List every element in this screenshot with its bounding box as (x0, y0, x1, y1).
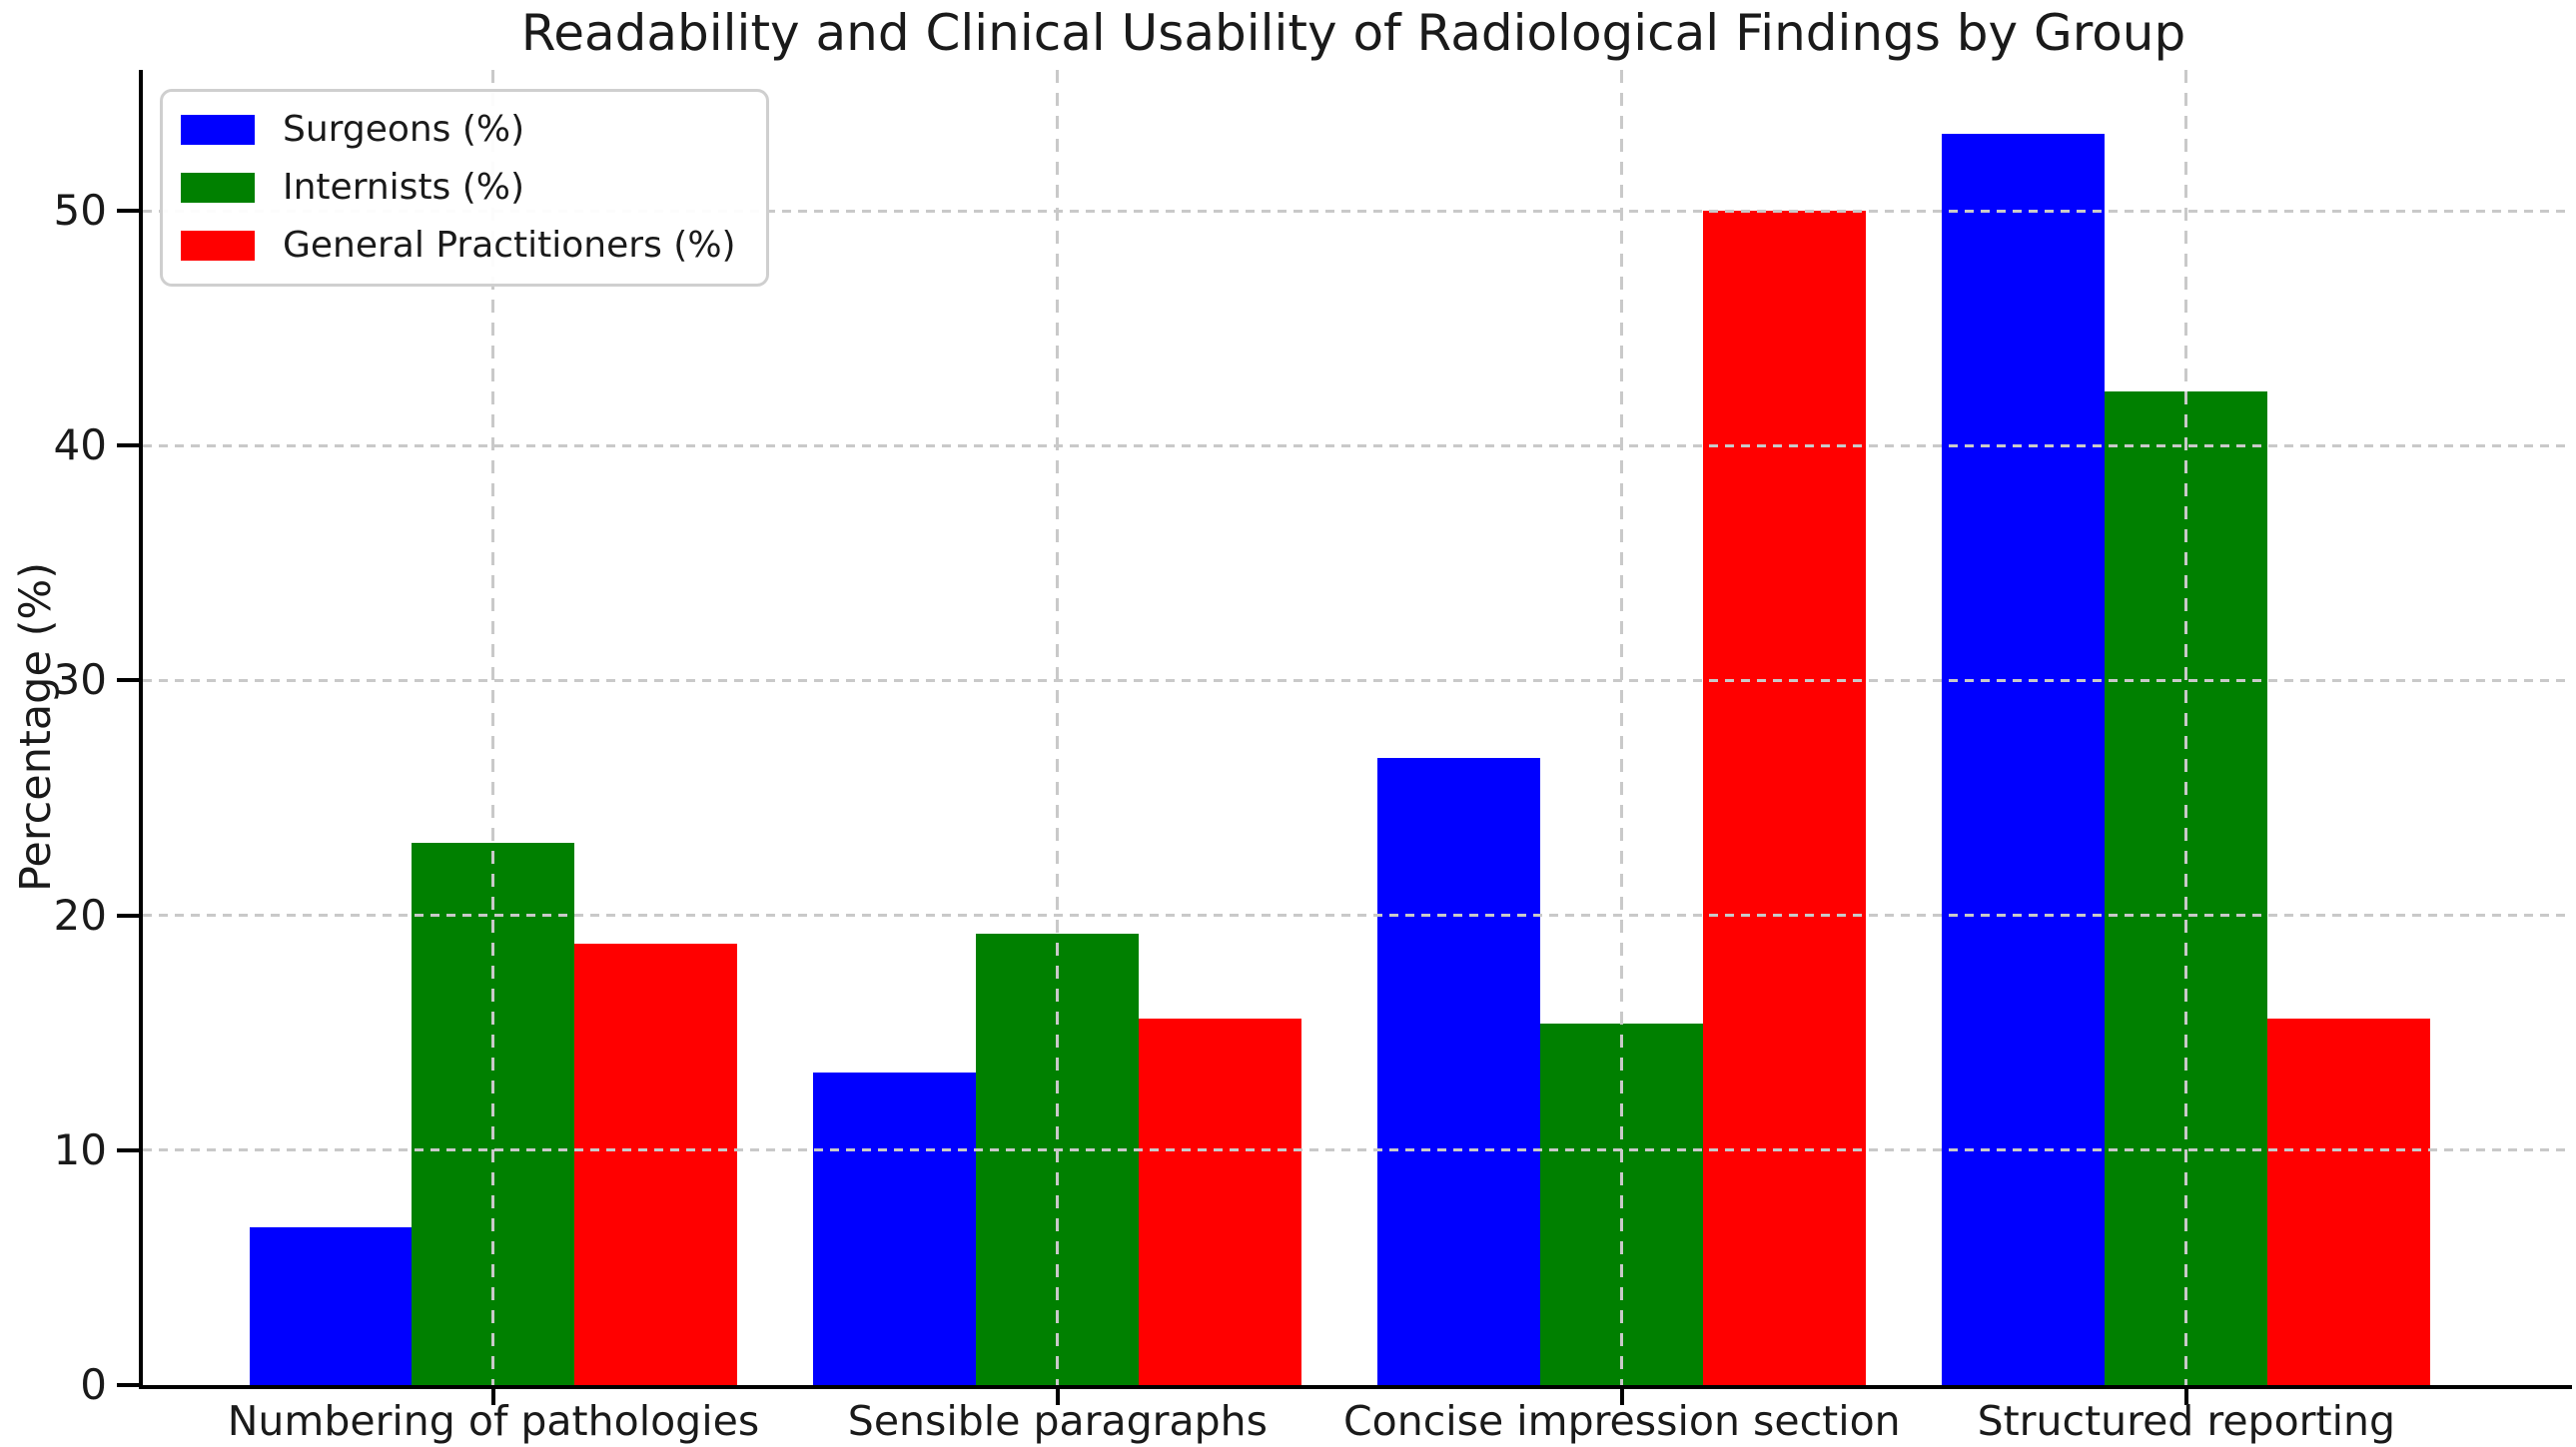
y-tick-label-0: 0 (80, 1360, 107, 1409)
x-tick-label-concise-impression-section: Concise impression section (1343, 1397, 1901, 1445)
x-tick-label-numbering-of-pathologies: Numbering of pathologies (227, 1397, 760, 1445)
legend-row-internists: Internists (%) (181, 164, 736, 212)
y-tick-10 (117, 1147, 139, 1152)
bar-group-structured-reporting (1942, 70, 2431, 1385)
bar-surgeons-numbering-of-pathologies (249, 1227, 413, 1385)
y-tick-label-20: 20 (53, 890, 107, 940)
legend-label-surgeons: Surgeons (%) (283, 109, 525, 150)
bar-internists-structured-reporting (2105, 391, 2268, 1385)
x-tick-label-structured-reporting: Structured reporting (1977, 1397, 2395, 1445)
x-tick-numbering-of-pathologies (490, 1389, 495, 1405)
y-tick-30 (117, 678, 139, 683)
bar-internists-concise-impression-section (1540, 1023, 1704, 1385)
bar-internists-sensible-paragraphs (976, 934, 1140, 1385)
y-tick-label-30: 30 (53, 655, 107, 705)
legend-label-internists: Internists (%) (283, 167, 525, 208)
y-tick-40 (117, 443, 139, 448)
y-tick-20 (117, 913, 139, 918)
bar-surgeons-structured-reporting (1942, 133, 2106, 1385)
bar-general-practitioners-numbering-of-pathologies (574, 943, 738, 1385)
bar-internists-numbering-of-pathologies (412, 842, 575, 1385)
bar-general-practitioners-structured-reporting (2267, 1019, 2431, 1385)
y-tick-label-10: 10 (53, 1124, 107, 1174)
legend-row-general-practitioners: General Practitioners (%) (181, 222, 736, 270)
x-tick-concise-impression-section (1619, 1389, 1624, 1405)
legend-row-surgeons: Surgeons (%) (181, 106, 736, 154)
legend-swatch-general-practitioners (181, 231, 255, 261)
bar-surgeons-sensible-paragraphs (813, 1073, 977, 1385)
legend-swatch-internists (181, 173, 255, 203)
y-tick-0 (117, 1383, 139, 1387)
chart-title: Readability and Clinical Usability of Ra… (520, 4, 2186, 62)
y-tick-50 (117, 209, 139, 214)
bar-general-practitioners-concise-impression-section (1703, 211, 1867, 1385)
x-tick-label-sensible-paragraphs: Sensible paragraphs (847, 1397, 1268, 1445)
y-tick-label-40: 40 (53, 420, 107, 470)
x-tick-structured-reporting (2183, 1389, 2188, 1405)
legend-label-general-practitioners: General Practitioners (%) (283, 225, 736, 266)
legend: Surgeons (%) Internists (%) General Practi… (160, 89, 769, 287)
y-tick-label-50: 50 (53, 186, 107, 236)
plot-area: Surgeons (%) Internists (%) General Practi… (54, 70, 2572, 1445)
bar-group-concise-impression-section (1377, 70, 1867, 1385)
bar-group-sensible-paragraphs (813, 70, 1302, 1385)
y-axis-label: Percentage (%) (11, 562, 61, 892)
legend-swatch-surgeons (181, 115, 255, 145)
x-tick-sensible-paragraphs (1055, 1389, 1060, 1405)
bar-general-practitioners-sensible-paragraphs (1139, 1019, 1302, 1385)
bar-surgeons-concise-impression-section (1377, 758, 1541, 1385)
